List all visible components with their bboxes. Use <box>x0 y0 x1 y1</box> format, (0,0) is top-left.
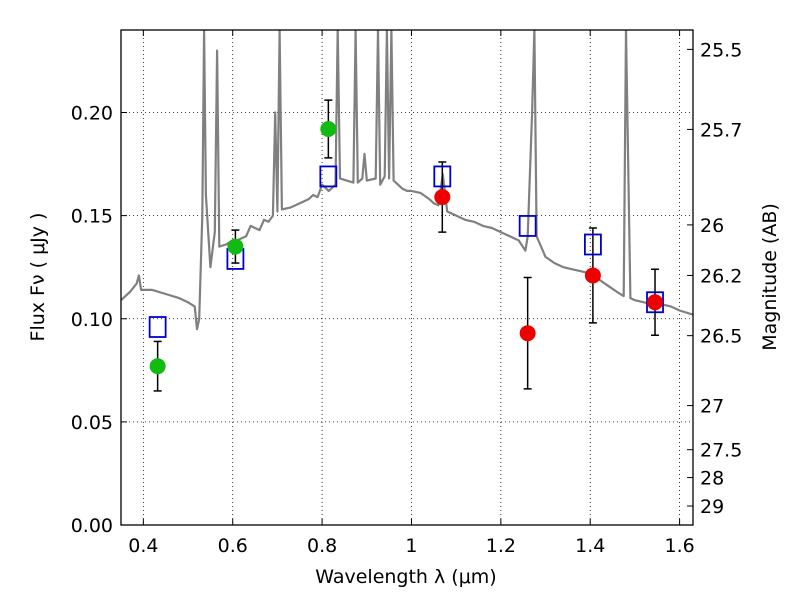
observed-flux-point <box>149 358 166 375</box>
right-tick-label: 26 <box>700 215 724 237</box>
observed-flux-point <box>584 267 601 284</box>
model-flux-square <box>518 215 537 237</box>
observed-flux-point <box>227 238 244 255</box>
right-tick-label: 25.5 <box>700 39 742 61</box>
model-spectrum <box>121 30 693 331</box>
x-tick-label: 1 <box>405 535 417 557</box>
model-flux-square <box>584 233 602 256</box>
right-tick-label: 26.5 <box>700 326 742 348</box>
y-tick-label: 0.20 <box>71 103 113 125</box>
model-flux-square <box>433 165 452 188</box>
right-axis-label: Magnitude (AB) <box>759 203 781 351</box>
y-tick-label: 0.00 <box>71 515 113 537</box>
y-tick-label: 0.05 <box>71 412 113 434</box>
right-tick-label: 28 <box>700 468 724 490</box>
observed-flux-point <box>434 189 451 206</box>
model-flux-square <box>319 165 338 188</box>
axis-ticks: 0.4 0.6 0.8 1 1.2 1.4 1.6 0.00 0.05 0.10 0.15 0.20 2… <box>71 30 742 557</box>
model-spectrum-line <box>121 30 693 331</box>
x-tick-label: 0.4 <box>128 535 158 557</box>
x-tick-label: 1.4 <box>575 535 605 557</box>
right-tick-label: 27 <box>700 396 724 418</box>
x-tick-label: 1.2 <box>486 535 516 557</box>
y-tick-label: 0.10 <box>71 309 113 331</box>
plot-frame <box>120 29 694 526</box>
x-tick-label: 0.8 <box>307 535 337 557</box>
y-axis-label: Flux Fν ( μJy ) <box>27 213 49 342</box>
observed-flux-point <box>647 294 664 311</box>
data-markers <box>148 121 664 375</box>
right-tick-label: 25.7 <box>700 119 742 141</box>
right-tick-label: 27.5 <box>700 440 742 462</box>
observed-flux-point <box>320 121 337 137</box>
x-axis-label: Wavelength λ (μm) <box>315 566 496 588</box>
right-tick-label: 29 <box>700 496 724 518</box>
right-tick-label: 26.2 <box>700 265 742 287</box>
x-tick-label: 0.6 <box>218 535 248 557</box>
model-flux-square <box>148 316 167 338</box>
x-tick-label: 1.6 <box>664 535 694 557</box>
observed-flux-point <box>519 325 536 342</box>
y-tick-label: 0.15 <box>71 206 113 228</box>
grid-lines <box>121 30 693 525</box>
